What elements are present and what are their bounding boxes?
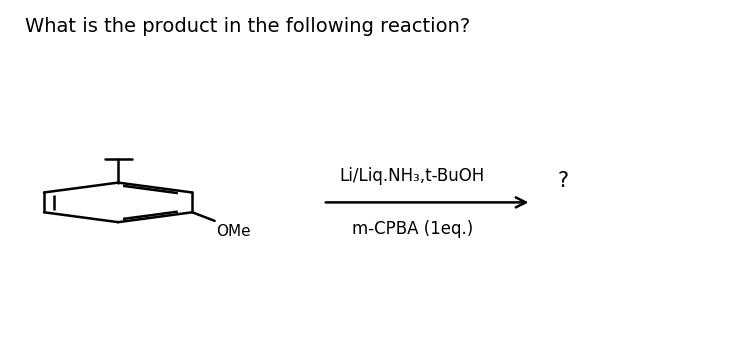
Text: What is the product in the following reaction?: What is the product in the following rea… [25, 17, 470, 36]
Text: ?: ? [557, 171, 568, 191]
Text: Li/Liq.NH₃,t-BuOH: Li/Liq.NH₃,t-BuOH [340, 167, 484, 185]
Text: OMe: OMe [216, 224, 250, 239]
Text: m-CPBA (1eq.): m-CPBA (1eq.) [352, 220, 472, 238]
